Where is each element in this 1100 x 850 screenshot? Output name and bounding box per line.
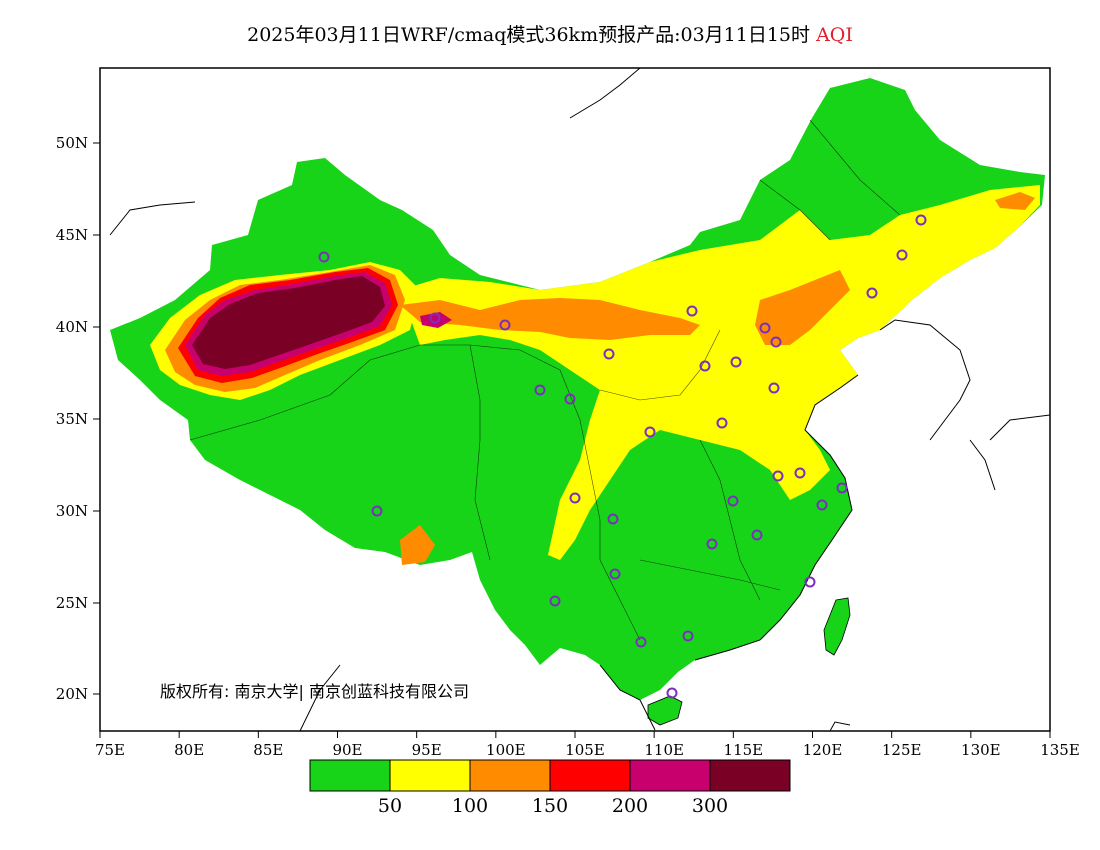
- legend-swatch: [709, 759, 791, 792]
- lon-tick-label: 105E: [565, 741, 605, 759]
- lon-tick-label: 85E: [253, 741, 283, 759]
- station-marker: [804, 576, 816, 588]
- island-hainan: [647, 695, 683, 726]
- station-marker: [429, 312, 441, 324]
- lon-tick-label: 90E: [332, 741, 362, 759]
- station-marker: [644, 426, 656, 438]
- station-marker: [896, 249, 908, 261]
- station-marker: [607, 513, 619, 525]
- lat-tick-label: 30N: [56, 502, 88, 520]
- region-aqi-usg-northeast: [995, 192, 1035, 210]
- station-marker: [682, 630, 694, 642]
- legend-label: 100: [452, 795, 488, 817]
- station-marker: [549, 595, 561, 607]
- legend-label: 300: [692, 795, 728, 817]
- station-marker: [716, 417, 728, 429]
- region-aqi-very-unhealthy-gansu: [420, 312, 452, 328]
- lat-tick-label: 20N: [56, 685, 88, 703]
- copyright-text: 版权所有: 南京大学| 南京创蓝科技有限公司: [160, 682, 469, 701]
- station-marker: [706, 538, 718, 550]
- map-title: 2025年03月11日WRF/cmaq模式36km预报产品:03月11日15时 …: [0, 20, 1100, 47]
- lat-tick-label: 40N: [56, 318, 88, 336]
- station-marker: [866, 287, 878, 299]
- station-marker: [318, 251, 330, 263]
- coastlines: [109, 68, 1050, 731]
- legend-label: 150: [532, 795, 568, 817]
- lon-tick-label: 100E: [486, 741, 526, 759]
- station-marker: [609, 568, 621, 580]
- station-marker: [686, 305, 698, 317]
- station-marker: [635, 636, 647, 648]
- lon-tick-label: 130E: [961, 741, 1001, 759]
- station-marker: [730, 356, 742, 368]
- station-marker: [666, 687, 678, 699]
- lat-tick-label: 50N: [56, 134, 88, 152]
- station-marker: [564, 393, 576, 405]
- region-aqi-usg-corridor: [400, 298, 700, 340]
- legend-swatch: [469, 759, 551, 792]
- station-marker: [759, 322, 771, 334]
- station-marker: [915, 214, 927, 226]
- station-markers: [318, 214, 927, 699]
- legend-swatch: [389, 759, 471, 792]
- station-marker: [699, 360, 711, 372]
- title-variable: AQI: [816, 24, 853, 46]
- lon-tick-label: 120E: [803, 741, 843, 759]
- station-marker: [768, 382, 780, 394]
- station-marker: [534, 384, 546, 396]
- latitude-axis: 50N 45N 40N 35N 30N 25N 20N: [56, 134, 100, 703]
- legend-swatch: [549, 759, 631, 792]
- lat-tick-label: 45N: [56, 226, 88, 244]
- lon-tick-label: 80E: [174, 741, 204, 759]
- lon-tick-label: 75E: [95, 741, 125, 759]
- region-aqi-hazardous: [192, 276, 385, 369]
- region-aqi-usg-beijing: [755, 270, 850, 345]
- legend-swatch: [629, 759, 711, 792]
- station-marker: [794, 467, 806, 479]
- lon-tick-label: 135E: [1040, 741, 1080, 759]
- lon-tick-label: 95E: [412, 741, 442, 759]
- region-aqi-usg-tibet: [400, 525, 435, 565]
- station-marker: [770, 336, 782, 348]
- station-marker: [751, 529, 763, 541]
- lon-tick-label: 115E: [724, 741, 764, 759]
- station-marker: [727, 495, 739, 507]
- station-marker: [371, 505, 383, 517]
- legend-swatch: [309, 759, 391, 792]
- map-content: 版权所有: 南京大学| 南京创蓝科技有限公司: [109, 68, 1050, 731]
- aqi-legend: 50 100 150 200 300: [309, 759, 791, 817]
- station-marker: [836, 482, 848, 494]
- station-marker: [816, 499, 828, 511]
- longitude-axis: 75E 80E 85E 90E 95E 100E 105E 110E 115E 120E 125E 1…: [95, 731, 1080, 759]
- station-marker: [569, 492, 581, 504]
- lon-tick-label: 125E: [882, 741, 922, 759]
- legend-label: 200: [612, 795, 648, 817]
- lon-tick-label: 110E: [644, 741, 684, 759]
- legend-label: 50: [378, 795, 402, 817]
- lat-tick-label: 35N: [56, 410, 88, 428]
- station-marker: [603, 348, 615, 360]
- station-marker: [499, 319, 511, 331]
- region-aqi-moderate: [400, 185, 1040, 560]
- station-marker: [772, 470, 784, 482]
- lat-tick-label: 25N: [56, 594, 88, 612]
- title-main: 2025年03月11日WRF/cmaq模式36km预报产品:03月11日15时: [247, 24, 811, 46]
- island-taiwan: [823, 597, 851, 656]
